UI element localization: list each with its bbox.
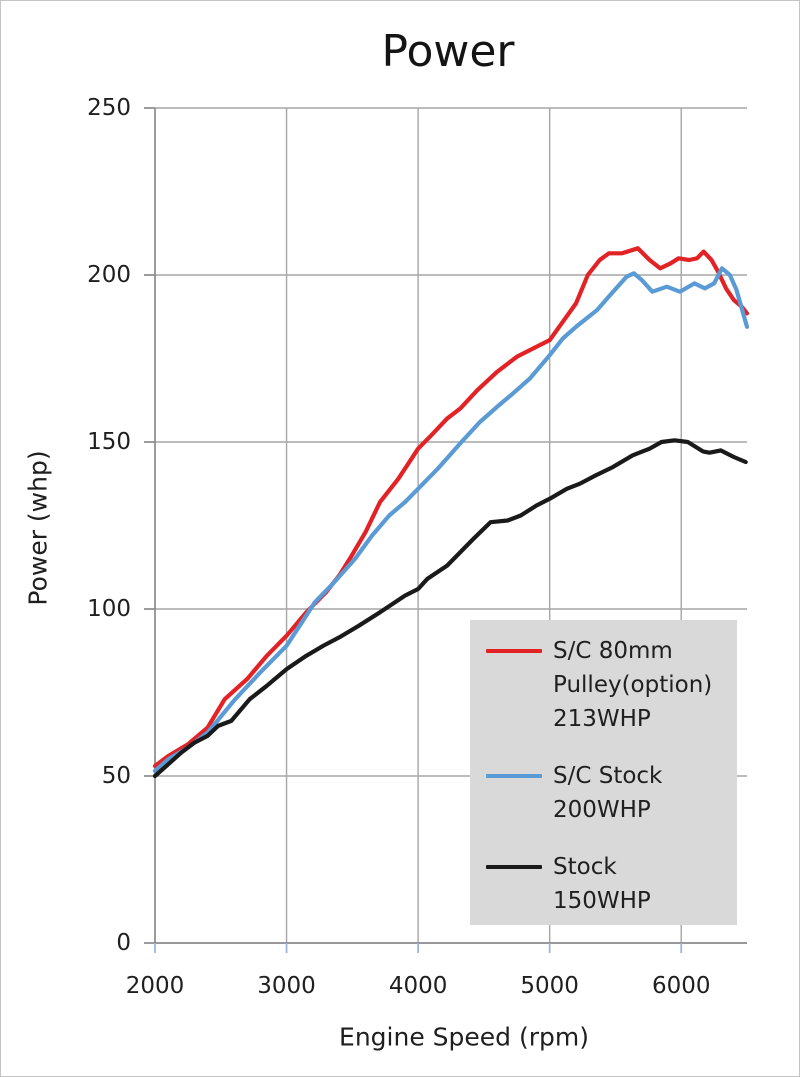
- legend-label: S/C Stock 200WHP: [553, 759, 662, 827]
- y-tick-label: 200: [87, 262, 131, 288]
- x-axis-title: Engine Speed (rpm): [339, 1022, 589, 1052]
- legend-label-line: Stock: [553, 854, 617, 880]
- y-tick-label: 0: [116, 930, 131, 956]
- legend-label-line: S/C Stock: [553, 763, 663, 789]
- legend: S/C 80mm Pulley(option) 213WHP S/C Stock…: [470, 620, 737, 925]
- series-line-s-c-80mm-pulley-option-213whp: [152, 246, 750, 769]
- legend-label-line: 213WHP: [553, 706, 651, 732]
- legend-line-swatch-blue: [486, 774, 542, 778]
- chart-title: Power: [381, 26, 515, 77]
- x-tick-label: 2000: [125, 973, 185, 999]
- legend-label-line: 200WHP: [553, 797, 651, 823]
- y-tick-label: 250: [87, 95, 131, 121]
- legend-label-line: S/C 80mm: [553, 638, 673, 664]
- x-tick-label: 3000: [257, 973, 316, 999]
- x-tick-label: 4000: [388, 973, 448, 999]
- legend-line-swatch-black: [486, 865, 542, 869]
- series-line-s-c-stock-200whp: [152, 266, 750, 774]
- x-tick-label: 5000: [520, 973, 579, 999]
- legend-label: Stock 150WHP: [553, 850, 651, 918]
- legend-line-swatch-red: [486, 649, 542, 653]
- legend-label: S/C 80mm Pulley(option) 213WHP: [553, 634, 712, 736]
- legend-entry-sc-stock: S/C Stock 200WHP: [486, 759, 737, 827]
- y-tick-label: 150: [87, 429, 131, 455]
- legend-label-line: Pulley(option): [553, 672, 713, 698]
- y-tick-label: 100: [87, 596, 131, 622]
- legend-entry-sc-80mm-pulley: S/C 80mm Pulley(option) 213WHP: [486, 634, 737, 736]
- y-tick-label: 50: [101, 763, 131, 789]
- x-tick-label: 6000: [651, 973, 711, 999]
- legend-entry-stock: Stock 150WHP: [486, 850, 737, 918]
- legend-label-line: 150WHP: [553, 888, 651, 914]
- series-line-stock-150whp: [152, 438, 748, 779]
